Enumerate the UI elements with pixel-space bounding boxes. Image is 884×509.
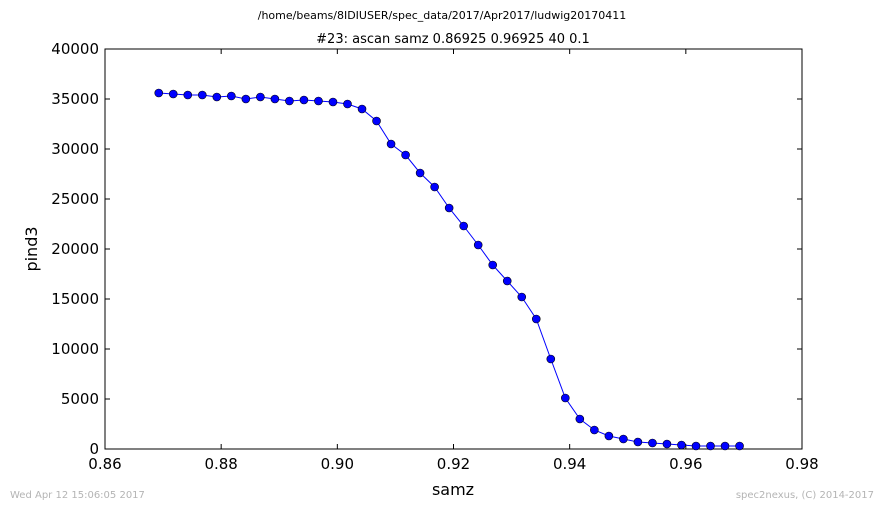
data-point [314,96,323,106]
footer-credit: spec2nexus, (C) 2014-2017 [736,490,874,501]
chart-title: #23: ascan samz 0.86925 0.96925 40 0.1 [316,32,590,47]
data-point [619,434,628,444]
data-point [473,240,483,250]
data-point [459,221,468,231]
data-point [357,104,367,114]
data-point [590,425,599,435]
y-tick-label: 30000 [51,140,99,158]
y-tick-label: 35000 [51,90,99,108]
data-point [735,441,744,451]
data-point [372,116,381,126]
data-point [677,440,686,450]
data-point [328,97,338,107]
data-point [648,438,657,448]
x-axis-label: samz [432,480,474,499]
x-tick-label: 0.86 [88,455,121,473]
data-point [154,88,164,98]
data-point [401,150,410,160]
y-tick-label: 15000 [51,290,99,308]
plot-area [104,48,803,450]
data-point [706,441,715,451]
y-tick-label: 10000 [51,340,99,358]
data-point [662,439,672,449]
data-point [343,99,352,109]
data-point [227,91,236,101]
y-tick-label: 20000 [51,240,99,258]
data-point [488,260,498,270]
x-tick-label: 0.96 [669,455,702,473]
data-point [270,94,280,104]
y-tick-label: 40000 [51,40,99,58]
data-point [561,393,570,403]
y-tick-label: 0 [89,440,99,458]
data-point [633,437,643,447]
footer-timestamp: Wed Apr 12 15:06:05 2017 [10,490,145,501]
data-point [256,92,265,102]
y-tick-label: 25000 [51,190,99,208]
data-point [430,182,439,192]
x-tick-label: 0.90 [321,455,354,473]
data-point [531,314,541,324]
data-point [197,90,207,100]
data-point [720,441,730,451]
chart-suptitle: /home/beams/8IDIUSER/spec_data/2017/Apr2… [258,9,627,22]
x-tick-label: 0.92 [437,455,470,473]
data-point [575,414,585,424]
data-point [502,276,512,286]
data-point [517,292,527,302]
x-tick-label: 0.94 [553,455,586,473]
y-tick-label: 5000 [61,390,99,408]
data-point [183,90,193,100]
x-tick-label: 0.88 [204,455,237,473]
data-point [285,96,294,106]
data-point [604,431,614,441]
data-point [168,89,178,99]
data-point [691,441,701,451]
x-tick-label: 0.98 [785,455,818,473]
data-point [241,94,251,104]
data-point [415,168,425,178]
y-axis-label: pind3 [22,226,41,271]
data-point [444,203,454,213]
axis-ticks: 0.86 0.88 0.90 0.92 0.94 0.96 0.98 0 5000 10000 15… [51,40,818,473]
data-point [386,139,396,149]
data-point [299,95,309,105]
series-pind3 [154,88,744,451]
data-point [546,354,556,364]
data-point [212,92,222,102]
